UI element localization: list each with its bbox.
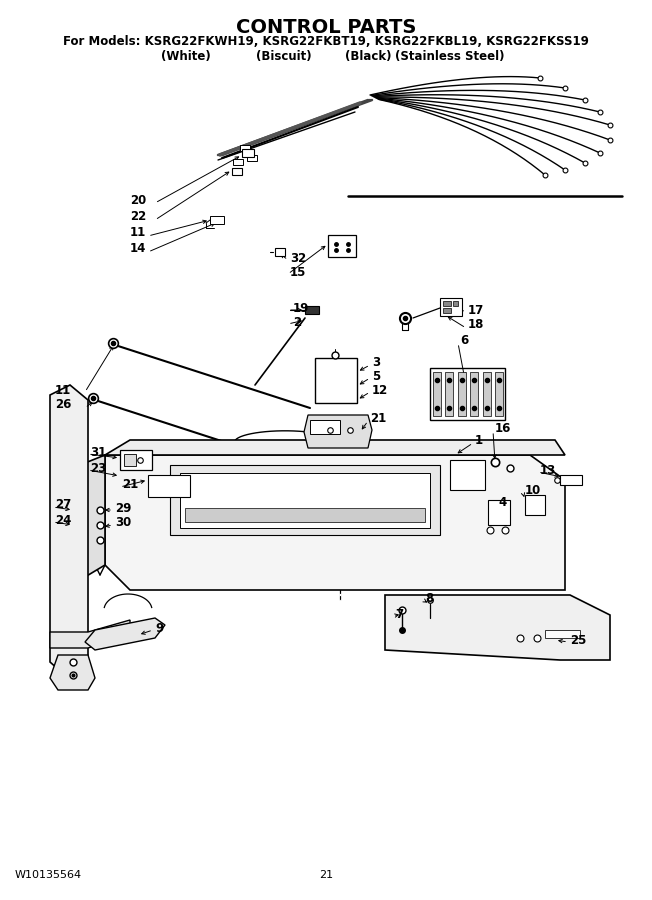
Text: 21: 21 bbox=[370, 411, 386, 425]
Bar bbox=[433, 372, 441, 416]
Text: 11: 11 bbox=[55, 383, 71, 397]
Text: 18: 18 bbox=[468, 319, 484, 331]
Text: 30: 30 bbox=[115, 517, 131, 529]
Bar bbox=[148, 475, 190, 497]
Bar bbox=[233, 159, 243, 165]
Bar bbox=[247, 155, 257, 161]
Text: 3: 3 bbox=[372, 356, 380, 368]
Text: 25: 25 bbox=[570, 634, 586, 646]
Polygon shape bbox=[304, 415, 372, 448]
Text: 19: 19 bbox=[293, 302, 310, 314]
Text: 26: 26 bbox=[55, 399, 71, 411]
Bar bbox=[453, 301, 458, 306]
Text: 22: 22 bbox=[130, 210, 146, 222]
Text: 14: 14 bbox=[130, 241, 147, 255]
Bar bbox=[310, 420, 340, 434]
Text: 29: 29 bbox=[115, 501, 131, 515]
Bar bbox=[482, 372, 490, 416]
Bar bbox=[275, 248, 285, 256]
Text: 2: 2 bbox=[293, 316, 301, 328]
Bar bbox=[180, 473, 430, 528]
Text: (Stainless Steel): (Stainless Steel) bbox=[395, 50, 505, 63]
Bar bbox=[170, 465, 440, 535]
Text: 13: 13 bbox=[540, 464, 556, 476]
Text: 10: 10 bbox=[525, 483, 541, 497]
Text: 1: 1 bbox=[475, 434, 483, 446]
Text: (Black): (Black) bbox=[345, 50, 392, 63]
Bar bbox=[242, 149, 254, 157]
Text: 5: 5 bbox=[372, 370, 380, 382]
Bar bbox=[120, 450, 152, 470]
Text: 6: 6 bbox=[460, 334, 468, 346]
Bar bbox=[305, 306, 319, 314]
Polygon shape bbox=[85, 618, 165, 650]
Text: 24: 24 bbox=[55, 514, 71, 526]
Text: 21: 21 bbox=[122, 479, 138, 491]
Text: 11: 11 bbox=[130, 226, 146, 239]
Bar bbox=[488, 500, 510, 525]
Bar bbox=[445, 372, 453, 416]
Bar bbox=[525, 495, 545, 515]
Bar bbox=[450, 460, 485, 490]
Text: For Models: KSRG22FKWH19, KSRG22FKBT19, KSRG22FKBL19, KSRG22FKSS19: For Models: KSRG22FKWH19, KSRG22FKBT19, … bbox=[63, 35, 589, 48]
Text: 12: 12 bbox=[372, 383, 388, 397]
Text: 21: 21 bbox=[319, 870, 333, 880]
Text: 9: 9 bbox=[155, 622, 163, 634]
Text: 32: 32 bbox=[290, 251, 306, 265]
Bar bbox=[328, 235, 356, 257]
Bar bbox=[124, 454, 136, 466]
Bar bbox=[443, 308, 451, 313]
Text: 20: 20 bbox=[130, 194, 146, 206]
Bar bbox=[545, 630, 580, 638]
Polygon shape bbox=[50, 655, 95, 690]
Polygon shape bbox=[50, 385, 88, 678]
Text: (White): (White) bbox=[161, 50, 211, 63]
Text: 31: 31 bbox=[90, 446, 106, 458]
Polygon shape bbox=[105, 455, 565, 590]
Bar bbox=[185, 508, 425, 522]
Polygon shape bbox=[105, 440, 565, 455]
Text: 17: 17 bbox=[468, 303, 484, 317]
Bar bbox=[232, 168, 242, 175]
Text: 15: 15 bbox=[290, 266, 306, 278]
Text: 23: 23 bbox=[90, 462, 106, 474]
Text: 7: 7 bbox=[395, 608, 403, 620]
Text: 27: 27 bbox=[55, 499, 71, 511]
Text: 4: 4 bbox=[498, 496, 506, 508]
Bar bbox=[560, 475, 582, 485]
Polygon shape bbox=[385, 595, 610, 660]
Text: CONTROL PARTS: CONTROL PARTS bbox=[236, 18, 416, 37]
Text: 16: 16 bbox=[495, 421, 511, 435]
Bar bbox=[240, 145, 250, 151]
Bar bbox=[315, 358, 357, 403]
Bar bbox=[440, 298, 462, 316]
Text: (Biscuit): (Biscuit) bbox=[256, 50, 312, 63]
Polygon shape bbox=[50, 620, 130, 648]
Text: W10135564: W10135564 bbox=[15, 870, 82, 880]
Polygon shape bbox=[80, 455, 105, 580]
Bar bbox=[210, 216, 224, 224]
Bar bbox=[430, 368, 505, 420]
Bar bbox=[470, 372, 478, 416]
Bar bbox=[443, 301, 451, 306]
Bar bbox=[458, 372, 466, 416]
Bar bbox=[495, 372, 503, 416]
Text: 8: 8 bbox=[425, 591, 433, 605]
